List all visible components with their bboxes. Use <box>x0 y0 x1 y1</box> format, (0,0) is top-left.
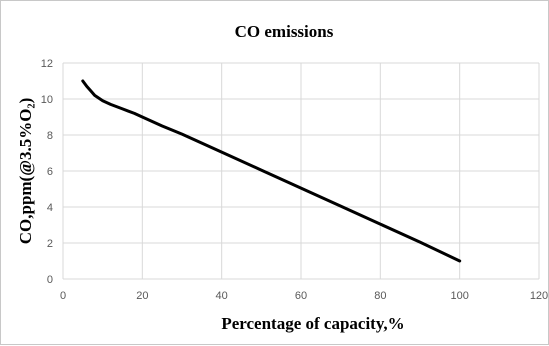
y-tick-label: 10 <box>41 94 53 106</box>
x-axis-label: Percentage of capacity,% <box>221 314 404 333</box>
co-emissions-series-line <box>81 79 462 263</box>
x-tick-label: 20 <box>136 290 148 302</box>
grid <box>63 62 540 279</box>
y-tick-label: 6 <box>47 166 53 178</box>
y-axis-label: CO,ppm(@3.5%O₂) <box>16 98 35 245</box>
x-tick-label: 100 <box>450 290 468 302</box>
y-tick-label: 8 <box>47 130 53 142</box>
y-tick-label: 2 <box>47 238 53 250</box>
y-tick-label: 12 <box>41 58 53 70</box>
y-tick-label: 4 <box>47 202 53 214</box>
x-tick-label: 80 <box>374 290 386 302</box>
x-tick-label: 40 <box>216 290 228 302</box>
x-tick-label: 60 <box>295 290 307 302</box>
chart-title: CO emissions <box>235 22 334 41</box>
axes <box>62 63 539 280</box>
x-tick-label: 120 <box>530 290 548 302</box>
y-tick-label: 0 <box>47 274 53 286</box>
x-tick-label: 0 <box>60 290 66 302</box>
series-group <box>81 79 462 263</box>
